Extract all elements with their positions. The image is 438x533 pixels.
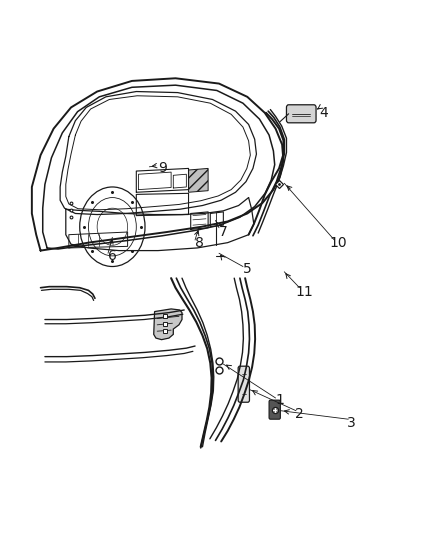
Text: 9: 9 (158, 161, 167, 175)
Text: 11: 11 (295, 285, 313, 299)
Polygon shape (154, 309, 182, 340)
Text: 10: 10 (330, 236, 347, 249)
FancyBboxPatch shape (269, 400, 280, 419)
Text: 2: 2 (295, 407, 304, 421)
Text: 1: 1 (276, 393, 284, 407)
Text: 5: 5 (243, 262, 252, 276)
Text: 8: 8 (195, 236, 204, 249)
FancyBboxPatch shape (286, 105, 316, 123)
Text: 6: 6 (108, 249, 117, 263)
Polygon shape (188, 168, 208, 192)
Text: 4: 4 (319, 106, 328, 120)
Text: 7: 7 (219, 225, 228, 239)
Text: 3: 3 (347, 416, 356, 430)
FancyBboxPatch shape (238, 366, 250, 402)
